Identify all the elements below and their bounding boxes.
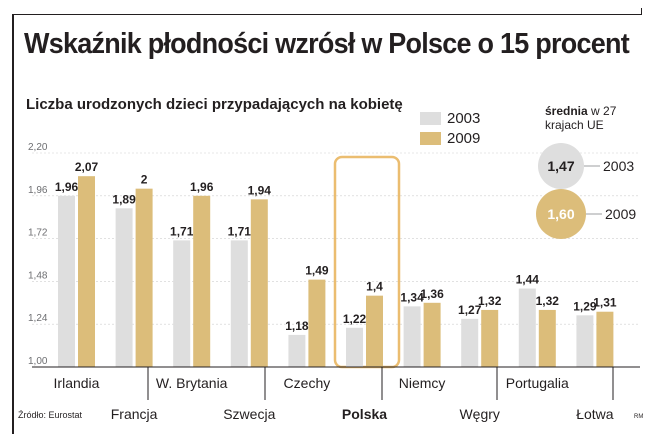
category-label-0: Irlandia (54, 375, 100, 391)
bar-2009-łotwa (596, 311, 614, 367)
value-label-2009-4: 1,49 (305, 264, 329, 278)
eu-average-circle-2009 (536, 189, 586, 239)
legend-swatch-2003 (420, 112, 441, 125)
category-label-4: Czechy (284, 375, 331, 391)
category-label-2: W. Brytania (156, 375, 228, 391)
value-label-2009-0: 2,07 (75, 160, 99, 174)
value-label-2003-6: 1,34 (400, 290, 424, 304)
category-label-1: Francja (111, 406, 158, 422)
bar-2003-w-brytania (173, 240, 191, 367)
eu-average-year-2009: 2009 (605, 206, 636, 222)
eu-average-title-bold: średnia (545, 104, 588, 118)
bar-2003-węgry (461, 318, 479, 367)
frame-left-rule (12, 14, 14, 434)
value-label-2009-1: 2 (141, 173, 148, 187)
bar-2009-francja (135, 188, 153, 367)
value-label-2003-7: 1,27 (458, 303, 482, 317)
category-label-7: Węgry (459, 406, 499, 422)
bar-2003-szwecja (230, 240, 248, 367)
y-tick-label-1: 1,96 (28, 185, 48, 196)
eu-average-title: średnia w 27 krajach UE (545, 104, 616, 132)
value-label-2003-9: 1,29 (573, 299, 597, 313)
bar-2009-w-brytania (193, 195, 211, 367)
value-label-2009-5: 1,4 (366, 280, 383, 294)
frame-top-rule (12, 14, 642, 15)
legend-label-2009: 2009 (447, 130, 481, 147)
eu-average-title-line2: krajach UE (545, 118, 604, 132)
value-label-2009-7: 1,32 (478, 294, 502, 308)
value-label-2009-9: 1,31 (593, 296, 617, 310)
category-label-6: Niemcy (399, 375, 446, 391)
bar-2009-portugalia (538, 309, 556, 367)
bar-2009-polska (366, 295, 383, 367)
category-label-3: Szwecja (223, 406, 275, 422)
eu-average-value-2009: 1,60 (547, 206, 574, 222)
category-label-9: Łotwa (576, 406, 614, 422)
bar-2003-łotwa (576, 315, 594, 367)
bar-2003-czechy (288, 334, 306, 367)
legend-swatch-2009 (420, 132, 441, 145)
eu-average-year-2003: 2003 (603, 158, 634, 174)
eu-average-circle-2003 (538, 143, 584, 189)
bar-2009-węgry (481, 309, 499, 367)
value-label-2003-4: 1,18 (285, 319, 309, 333)
y-tick-label-0: 2,20 (28, 142, 48, 153)
bar-2003-irlandia (58, 195, 75, 367)
category-label-8: Portugalia (506, 375, 569, 391)
value-label-2003-3: 1,71 (228, 224, 252, 238)
source-note: Źródło: Eurostat (18, 410, 83, 420)
chart-subtitle: Liczba urodzonych dzieci przypadających … (26, 96, 403, 113)
bar-2009-szwecja (250, 199, 268, 367)
value-label-2009-2: 1,96 (190, 180, 214, 194)
y-tick-label-5: 1,00 (28, 356, 48, 367)
eu-average-title-rest: w 27 (587, 104, 617, 118)
bar-2003-portugalia (518, 288, 536, 367)
bar-2009-czechy (308, 279, 326, 367)
value-label-2009-6: 1,36 (420, 287, 444, 301)
bar-2003-polska (346, 327, 363, 367)
value-label-2009-3: 1,94 (248, 183, 272, 197)
value-label-2009-8: 1,32 (536, 294, 560, 308)
frame-corner-tick (641, 8, 642, 15)
value-label-2003-5: 1,22 (343, 312, 367, 326)
bar-2003-francja (115, 208, 133, 367)
value-label-2003-8: 1,44 (516, 273, 540, 287)
bar-2003-niemcy (403, 306, 421, 367)
value-label-2003-0: 1,96 (55, 180, 79, 194)
eu-average-value-2003: 1,47 (547, 158, 574, 174)
value-label-2003-1: 1,89 (112, 192, 136, 206)
y-tick-label-4: 1,24 (28, 313, 48, 324)
y-tick-label-3: 1,48 (28, 270, 48, 281)
bar-2009-irlandia (78, 176, 95, 367)
legend-label-2003: 2003 (447, 110, 481, 127)
bar-2009-niemcy (423, 302, 441, 367)
author-credit: RM (634, 414, 644, 420)
chart-title: Wskaźnik płodności wzrósł w Polsce o 15 … (24, 28, 630, 60)
category-label-5: Polska (342, 406, 387, 422)
y-tick-label-2: 1,72 (28, 228, 48, 239)
value-label-2003-2: 1,71 (170, 224, 194, 238)
